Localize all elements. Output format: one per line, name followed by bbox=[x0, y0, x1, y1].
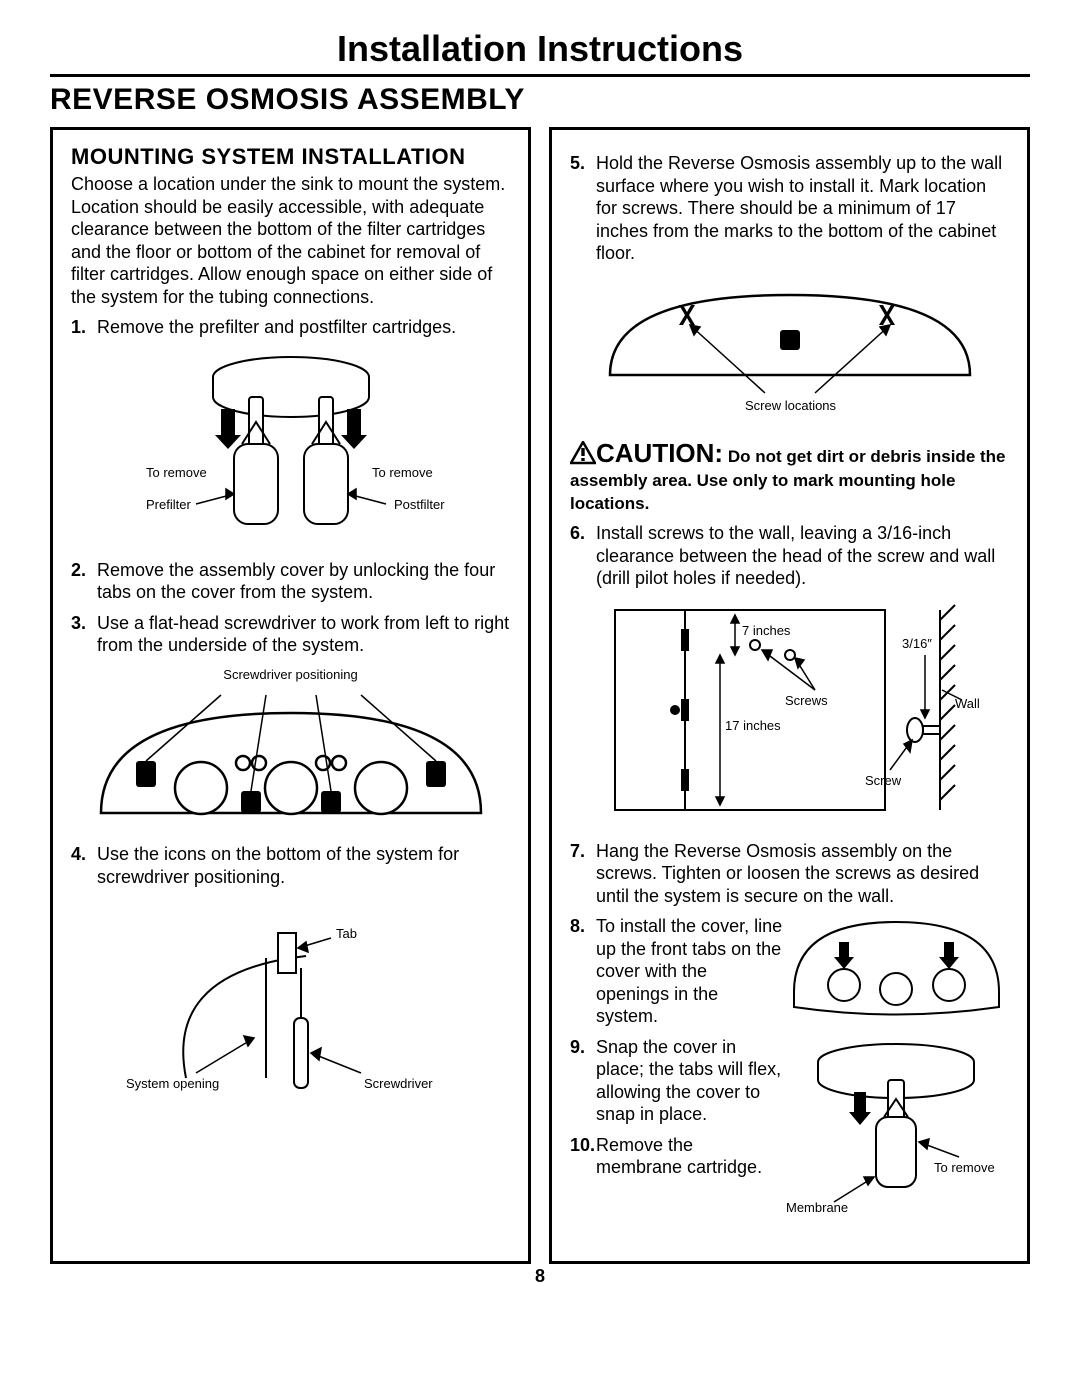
left-intro: Choose a location under the sink to moun… bbox=[71, 173, 510, 308]
figure-screw-locations: Screw locations bbox=[570, 275, 1009, 425]
caution-block: CAUTION: Do not get dirt or debris insid… bbox=[570, 437, 1009, 515]
figure-underside: Screwdriver positioning bbox=[71, 667, 510, 833]
step-9-text: Snap the cover in place; the tabs will f… bbox=[596, 1036, 784, 1126]
step-6: 6. Install screws to the wall, leaving a… bbox=[570, 522, 1009, 590]
step-8-text: To install the cover, line up the front … bbox=[596, 915, 784, 1028]
step-9: 9. Snap the cover in place; the tabs wil… bbox=[570, 1036, 784, 1126]
main-title: Installation Instructions bbox=[50, 28, 1030, 77]
fig5-clearance: 3/16″ bbox=[902, 636, 932, 651]
step-2: 2. Remove the assembly cover by unlockin… bbox=[71, 559, 510, 604]
step-7: 7. Hang the Reverse Osmosis assembly on … bbox=[570, 840, 1009, 908]
figure-cabinet: 7 inches 17 inches Screws 3/16″ Wall Scr… bbox=[570, 600, 1009, 830]
fig6-toremove: To remove bbox=[934, 1160, 995, 1175]
fig5-screws: Screws bbox=[785, 693, 828, 708]
left-column: MOUNTING SYSTEM INSTALLATION Choose a lo… bbox=[50, 127, 531, 1264]
fig1-toremove-r: To remove bbox=[372, 465, 433, 480]
step-5-text: Hold the Reverse Osmosis assembly up to … bbox=[596, 152, 1009, 265]
fig3-screwdriver: Screwdriver bbox=[364, 1076, 433, 1091]
fig5-wall: Wall bbox=[955, 696, 980, 711]
step-6-text: Install screws to the wall, leaving a 3/… bbox=[596, 522, 1009, 590]
step-10-text: Remove the membrane cartridge. bbox=[596, 1134, 784, 1179]
step-1: 1. Remove the prefilter and postfilter c… bbox=[71, 316, 510, 339]
step-3: 3. Use a flat-head screwdriver to work f… bbox=[71, 612, 510, 657]
fig1-postfilter: Postfilter bbox=[394, 497, 445, 512]
left-heading: MOUNTING SYSTEM INSTALLATION bbox=[71, 144, 510, 169]
page-number: 8 bbox=[50, 1266, 1030, 1287]
sub-title: REVERSE OSMOSIS ASSEMBLY bbox=[50, 83, 1030, 117]
fig4-label: Screw locations bbox=[745, 398, 837, 413]
step-4-text: Use the icons on the bottom of the syste… bbox=[97, 843, 510, 888]
step-1-text: Remove the prefilter and postfilter cart… bbox=[97, 316, 510, 339]
fig5-17in: 17 inches bbox=[725, 718, 781, 733]
step-2-text: Remove the assembly cover by unlocking t… bbox=[97, 559, 510, 604]
caution-word: CAUTION: bbox=[596, 438, 723, 468]
figure-cover-membrane: To remove Membrane bbox=[784, 907, 1009, 1243]
fig3-opening: System opening bbox=[126, 1076, 219, 1091]
step-7-text: Hang the Reverse Osmosis assembly on the… bbox=[596, 840, 1009, 908]
fig5-screw: Screw bbox=[865, 773, 902, 788]
figure-cartridges: To remove To remove Prefilter Postfilter bbox=[71, 349, 510, 549]
step-3-text: Use a flat-head screwdriver to work from… bbox=[97, 612, 510, 657]
figure-tab-screwdriver: Tab System opening Screwdriver bbox=[71, 898, 510, 1098]
fig6-membrane: Membrane bbox=[786, 1200, 848, 1215]
fig5-7in: 7 inches bbox=[742, 623, 791, 638]
step-10: 10. Remove the membrane cartridge. bbox=[570, 1134, 784, 1179]
step-4: 4. Use the icons on the bottom of the sy… bbox=[71, 843, 510, 888]
step-5: 5. Hold the Reverse Osmosis assembly up … bbox=[570, 152, 1009, 265]
step-8: 8. To install the cover, line up the fro… bbox=[570, 915, 784, 1028]
right-column: 5. Hold the Reverse Osmosis assembly up … bbox=[549, 127, 1030, 1264]
fig1-toremove-l: To remove bbox=[146, 465, 207, 480]
fig3-tab: Tab bbox=[336, 926, 357, 941]
fig2-label: Screwdriver positioning bbox=[71, 667, 510, 683]
fig1-prefilter: Prefilter bbox=[146, 497, 191, 512]
